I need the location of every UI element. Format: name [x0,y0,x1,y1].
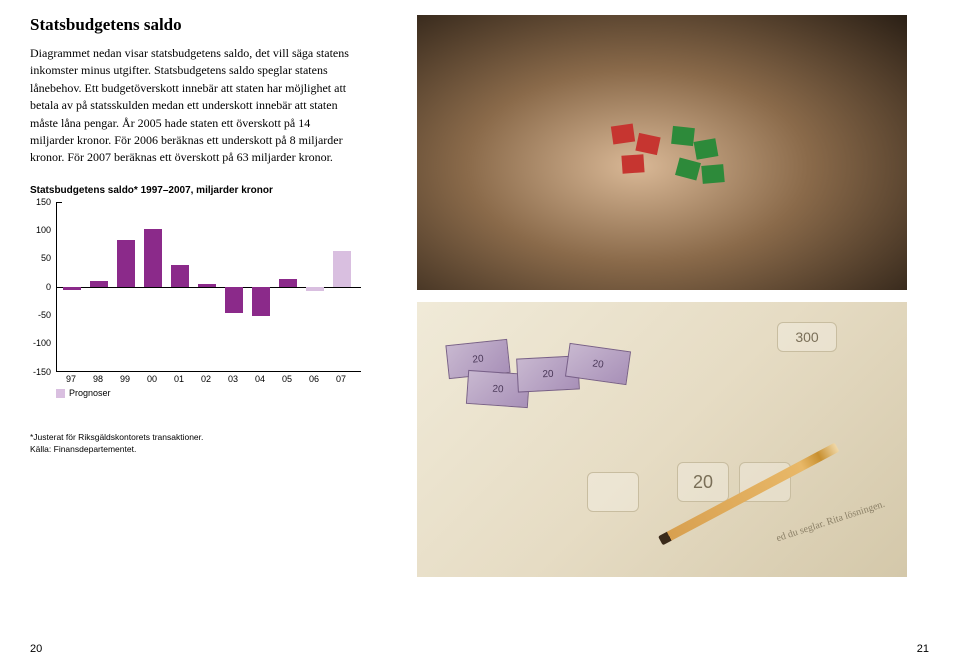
chart-plot-area [56,202,361,372]
green-house-icon [671,126,695,146]
legend-swatch [56,389,65,398]
chart-bar [252,287,270,316]
chart-title: Statsbudgetens saldo* 1997–2007, miljard… [30,185,377,196]
worksheet-caption: ed du seglar. Rita lösningen. [775,499,886,544]
footnote-line-1: *Justerat för Riksgäldskontorets transak… [30,432,377,444]
y-axis-labels: 150100500-50-100-150 [30,202,54,372]
chart-bar [333,251,351,287]
x-tick-label: 02 [196,374,216,384]
red-house-icon [621,154,644,173]
x-tick-label: 99 [115,374,135,384]
legend-label: Prognoser [69,388,111,398]
chart-bar [117,240,135,286]
y-tick-label: 150 [36,197,51,207]
y-tick-label: -50 [38,310,51,320]
y-tick-label: 100 [36,225,51,235]
x-tick-label: 07 [331,374,351,384]
y-tick-label: 50 [41,253,51,263]
footnote-line-2: Källa: Finansdepartementet. [30,444,377,456]
green-house-icon [675,157,701,180]
worksheet-cell [587,472,639,512]
x-tick-label: 01 [169,374,189,384]
chart-footnote: *Justerat för Riksgäldskontorets transak… [30,432,377,456]
page-number-right: 21 [917,643,929,655]
body-paragraph: Diagrammet nedan visar statsbudgetens sa… [30,45,350,167]
x-tick-label: 03 [223,374,243,384]
x-tick-label: 00 [142,374,162,384]
worksheet-cell: 300 [777,322,837,352]
y-tick-label: -100 [33,338,51,348]
y-tick-label: 0 [46,282,51,292]
chart-bar [306,287,324,292]
plot-border-tick [56,202,62,203]
chart-bar [225,287,243,314]
green-house-icon [701,164,724,184]
chart-bar [63,287,81,290]
chart-bar [279,279,297,287]
red-house-icon [611,124,635,145]
x-tick-label: 06 [304,374,324,384]
green-house-icon [694,138,719,160]
chart-bar [171,265,189,287]
chart-legend: Prognoser [56,388,111,398]
page-title: Statsbudgetens saldo [30,15,377,35]
bar-chart: 150100500-50-100-150 9798990001020304050… [30,202,370,402]
x-tick-label: 97 [61,374,81,384]
y-tick-label: -150 [33,367,51,377]
red-house-icon [635,133,660,155]
photo-monopoly-houses [417,15,907,290]
chart-bar [144,229,162,287]
x-tick-label: 98 [88,374,108,384]
chart-bar [90,281,108,287]
chart-bar [198,284,216,286]
page-number-left: 20 [30,643,42,655]
worksheet-cell: 20 [677,462,729,502]
photo-math-worksheet: 20 20 20 20 300 20 ed du seglar. Rita lö… [417,302,907,577]
x-tick-label: 04 [250,374,270,384]
x-tick-label: 05 [277,374,297,384]
